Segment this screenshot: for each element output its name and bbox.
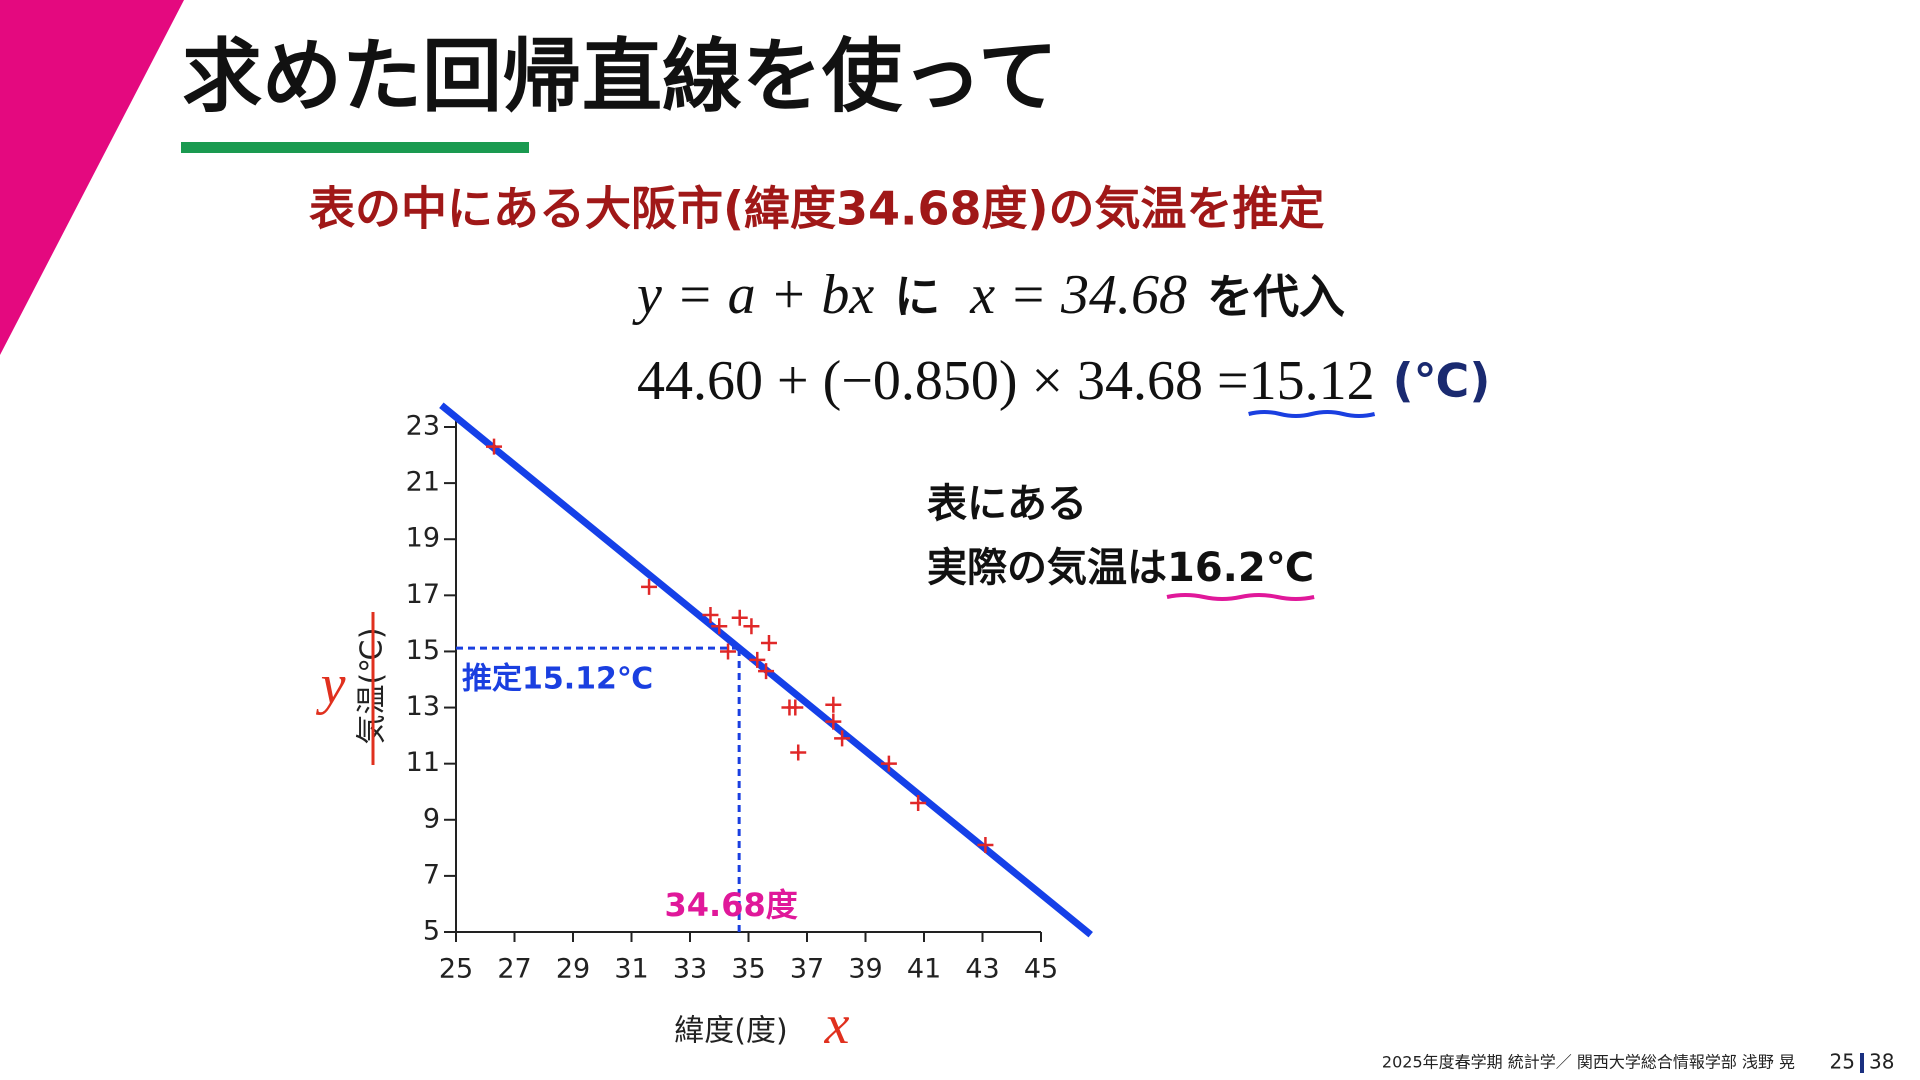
y-tick-label: 9 xyxy=(423,803,440,834)
page-number: 25 xyxy=(1830,1050,1855,1074)
x-tick-label: 45 xyxy=(1024,954,1058,985)
corner-triangle xyxy=(0,0,184,355)
x-tick-label: 31 xyxy=(614,954,648,985)
x-tick-label: 39 xyxy=(848,954,882,985)
note-line: 表にある xyxy=(927,481,1087,527)
data-point xyxy=(731,609,748,626)
data-point xyxy=(758,663,775,680)
page-total: 38 xyxy=(1869,1050,1894,1074)
estimate-y-label: 推定15.12℃ xyxy=(462,662,653,697)
data-point xyxy=(743,618,760,635)
formula-part: に xyxy=(894,270,940,324)
formula-line2: 44.60 + (−0.850) × 34.68 = 15.12 (℃) xyxy=(637,350,1491,418)
data-point xyxy=(711,618,728,635)
data-point xyxy=(880,755,897,772)
chart: 25 27 29 31 33 35 37 39 41 43 45 5 7 9 11 13 15 17 19 21 23 緯… xyxy=(316,402,1093,1056)
data-point xyxy=(641,578,658,595)
x-tick-label: 27 xyxy=(497,954,531,985)
note-line: 実際の気温は xyxy=(927,545,1167,591)
note-value: 16.2℃ xyxy=(1167,545,1314,591)
x-tick-label: 35 xyxy=(731,954,765,985)
y-tick-label: 21 xyxy=(406,467,440,498)
data-point xyxy=(787,699,804,716)
y-symbol: y xyxy=(316,654,346,716)
data-point xyxy=(760,635,777,652)
formula-result: 15.12 xyxy=(1249,350,1375,412)
title-underline xyxy=(181,142,529,153)
data-point xyxy=(486,438,503,455)
y-tick-label: 19 xyxy=(406,523,440,554)
data-point xyxy=(825,713,842,730)
y-tick-label: 13 xyxy=(406,691,440,722)
data-point xyxy=(910,794,927,811)
formula-part: を代入 xyxy=(1207,270,1345,324)
formula-part: y = a + bx xyxy=(632,264,874,326)
formula-line1: y = a + bx に x = 34.68 を代入 xyxy=(632,264,1345,326)
y-tick-label: 11 xyxy=(406,747,440,778)
x-tick-label: 37 xyxy=(790,954,824,985)
data-point xyxy=(720,643,737,660)
x-axis-label: 緯度(度) xyxy=(674,1014,787,1049)
y-tick-label: 23 xyxy=(406,411,440,442)
formula-part: 44.60 + (−0.850) × 34.68 = xyxy=(637,350,1249,412)
y-tick-label: 15 xyxy=(406,635,440,666)
data-point xyxy=(834,730,851,747)
x-tick-label: 43 xyxy=(965,954,999,985)
y-tick-label: 5 xyxy=(423,916,440,947)
footer: 2025年度春学期 統計学／ 関西大学総合情報学部 浅野 晃 xyxy=(1382,1053,1795,1072)
data-point xyxy=(702,606,719,623)
data-point xyxy=(790,744,807,761)
y-tick-label: 7 xyxy=(423,859,440,890)
page-separator xyxy=(1860,1053,1864,1073)
estimate-x-label: 34.68度 xyxy=(665,886,798,924)
note-underline xyxy=(1166,593,1315,601)
x-tick-label: 33 xyxy=(673,954,707,985)
result-underline xyxy=(1248,410,1376,418)
slide-title: 求めた回帰直線を使って xyxy=(182,30,1058,123)
x-tick-label: 41 xyxy=(907,954,941,985)
x-symbol: x xyxy=(824,994,850,1056)
data-point xyxy=(825,696,842,713)
formula-unit: (℃) xyxy=(1393,354,1491,408)
subtitle: 表の中にある大阪市(緯度34.68度)の気温を推定 xyxy=(309,182,1325,236)
y-tick-label: 17 xyxy=(406,579,440,610)
x-tick-label: 25 xyxy=(439,954,473,985)
data-point xyxy=(749,651,766,668)
x-tick-label: 29 xyxy=(556,954,590,985)
formula-part: x = 34.68 xyxy=(969,264,1187,326)
data-point xyxy=(977,837,994,854)
